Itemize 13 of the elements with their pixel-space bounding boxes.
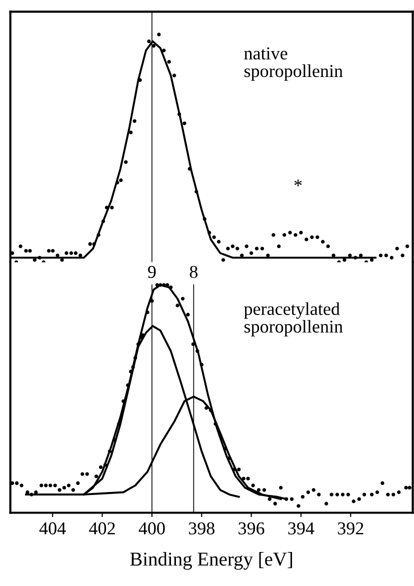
x-tick-label: 400 [138, 522, 165, 534]
annotation: peracetylated sporopollenin [244, 302, 343, 336]
x-tick-label: 396 [238, 522, 264, 534]
x-tick-label: 394 [288, 522, 314, 534]
annotation: * [294, 180, 302, 186]
annotation: native sporopollenin [244, 47, 343, 81]
x-tick-label: 404 [39, 522, 66, 534]
x-tick-label: 398 [188, 522, 214, 534]
x-axis-title: Binding Energy [eV] [130, 552, 292, 570]
text: 8 [190, 266, 198, 278]
x-tick-label: 402 [89, 522, 115, 534]
text: 9 [148, 266, 156, 278]
x-tick-label: 392 [338, 522, 364, 534]
